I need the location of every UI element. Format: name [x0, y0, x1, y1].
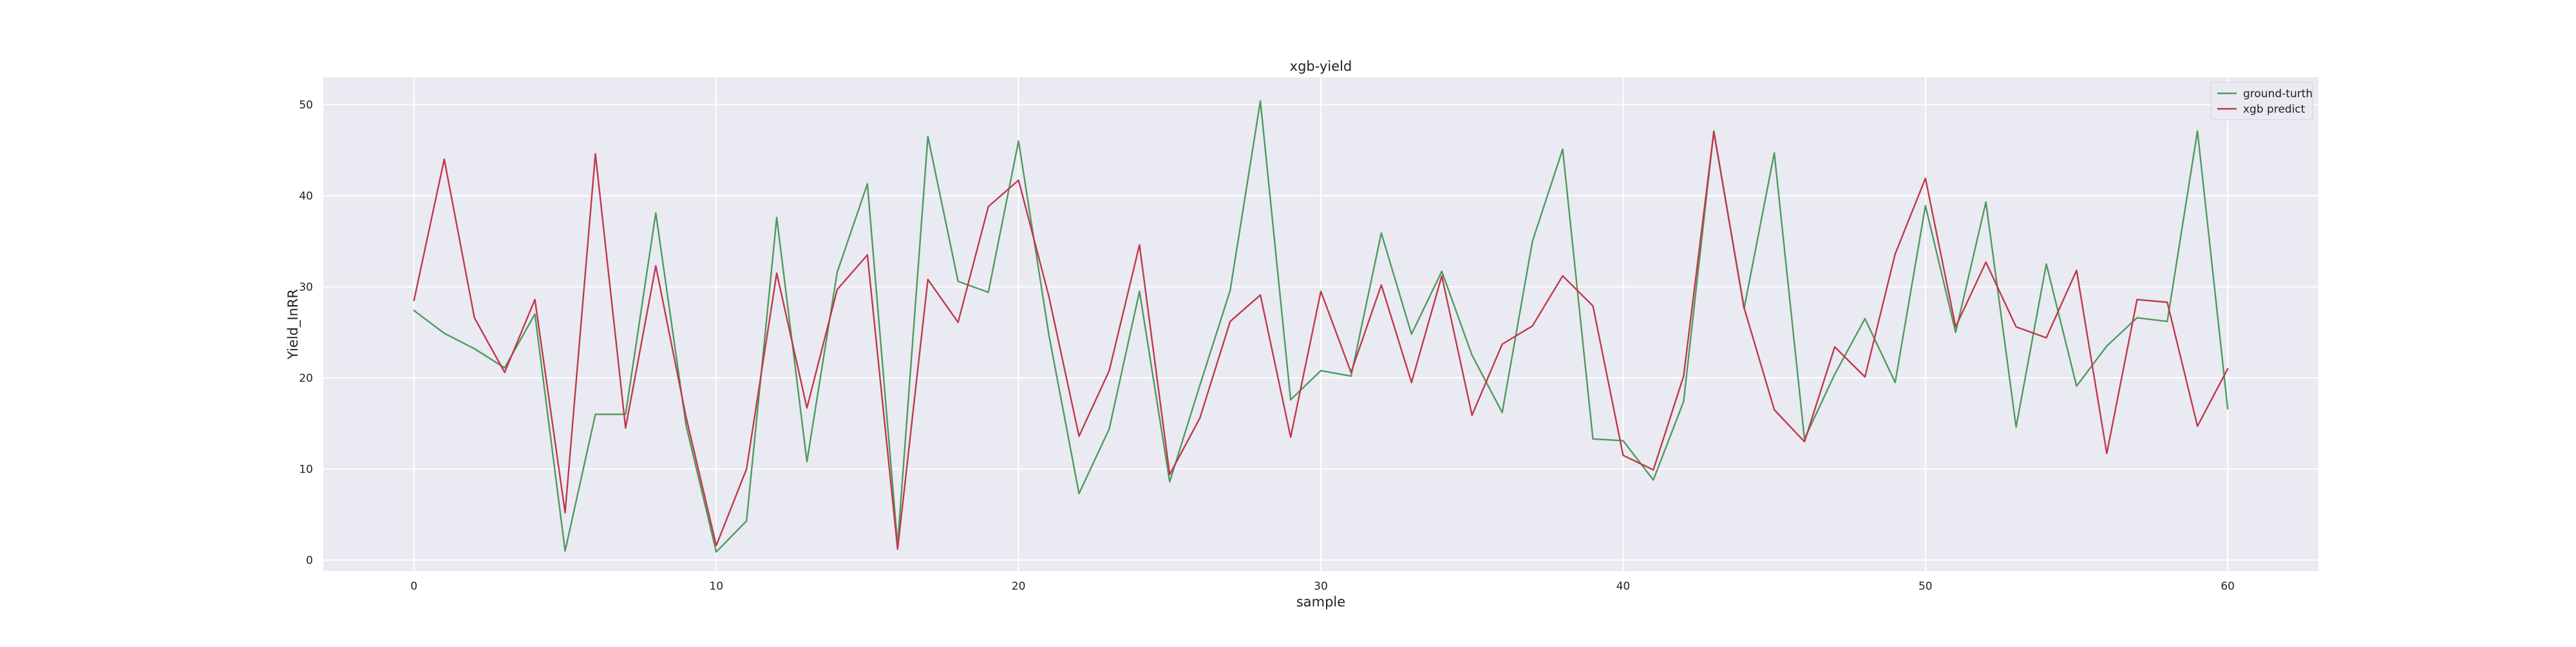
legend-label-2: xgb predict [2243, 103, 2306, 116]
x-tick-label: 0 [410, 580, 417, 593]
x-tick-label: 30 [1314, 580, 1328, 593]
chart-title: xgb-yield [1290, 59, 1352, 74]
y-tick-label: 20 [299, 372, 313, 385]
legend-label-1: ground-turth [2243, 88, 2313, 100]
y-axis-label: Yield_InRR [285, 289, 301, 360]
y-tick-label: 30 [299, 281, 313, 294]
series-line-1 [413, 100, 2229, 553]
legend-box [2210, 82, 2313, 120]
y-tick-label: 0 [306, 554, 313, 567]
y-tick-label: 50 [299, 98, 313, 111]
y-tick-label: 10 [299, 464, 313, 476]
x-tick-label: 40 [1616, 580, 1631, 593]
x-axis-label: sample [1296, 594, 1345, 610]
series-line-2 [413, 131, 2229, 550]
x-tick-label: 50 [1918, 580, 1933, 593]
x-tick-label: 60 [2221, 580, 2235, 593]
x-tick-label: 20 [1012, 580, 1026, 593]
x-tick-label: 10 [709, 580, 723, 593]
y-tick-label: 40 [299, 190, 313, 203]
